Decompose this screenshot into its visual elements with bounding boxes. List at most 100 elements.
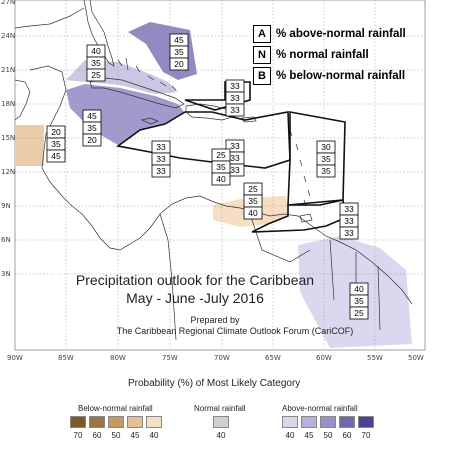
below-swatch bbox=[146, 416, 162, 428]
value-cell bbox=[86, 68, 106, 82]
outline-leeward bbox=[287, 111, 346, 206]
key-below: B % below-normal rainfall bbox=[253, 67, 405, 85]
value-box-windward-trinidad: 33 33 33 bbox=[339, 202, 359, 240]
value-box-guianas: 40 35 25 bbox=[349, 282, 369, 320]
below-swatch bbox=[108, 416, 124, 428]
value-cell bbox=[169, 57, 189, 71]
value-below: 33 bbox=[344, 228, 354, 238]
value-below: 25 bbox=[354, 308, 364, 318]
legend-above-label: Above-normal rainfall bbox=[282, 404, 358, 413]
axis-ticks: 27N 24N 21N 18N 15N 12N 9N 6N 3N 90W 85W 80W 75W 70W 6… bbox=[1, 0, 424, 362]
key-normal-text: % normal rainfall bbox=[276, 49, 369, 62]
value-above: 33 bbox=[230, 141, 240, 151]
lon-label: 50W bbox=[408, 354, 424, 362]
value-box-greater-antilles-central: 33 33 33 bbox=[225, 139, 245, 177]
value-above: 33 bbox=[156, 142, 166, 152]
value-normal: 35 bbox=[174, 47, 184, 57]
lon-label: 65W bbox=[265, 354, 281, 362]
value-normal: 35 bbox=[248, 196, 258, 206]
above-swatch-label: 70 bbox=[361, 431, 371, 440]
value-normal: 33 bbox=[344, 216, 354, 226]
below-swatch bbox=[127, 416, 143, 428]
lat-label: 9N bbox=[1, 202, 11, 210]
value-normal: 33 bbox=[230, 93, 240, 103]
value-above: 33 bbox=[230, 81, 240, 91]
value-above: 45 bbox=[174, 35, 184, 45]
lat-label: 15N bbox=[1, 134, 15, 142]
below-swatch bbox=[89, 416, 105, 428]
below-swatch-label: 70 bbox=[73, 431, 83, 440]
value-normal: 35 bbox=[51, 139, 61, 149]
value-box-abc-islands: 25 35 40 bbox=[243, 182, 263, 220]
value-below: 20 bbox=[87, 135, 97, 145]
lon-label: 55W bbox=[367, 354, 383, 362]
above-swatch-label: 40 bbox=[285, 431, 295, 440]
value-normal: 33 bbox=[230, 153, 240, 163]
value-box-belize-yucatan: 20 35 45 bbox=[46, 125, 66, 163]
value-box-caribbean-sea-west: 33 33 33 bbox=[151, 140, 171, 178]
value-box-leeward-islands: 30 35 35 bbox=[316, 140, 336, 178]
above-swatch bbox=[282, 416, 298, 428]
zone-belize-yucatan bbox=[15, 125, 44, 166]
value-cell bbox=[46, 149, 66, 163]
legend-normal-label: Normal rainfall bbox=[194, 404, 246, 413]
value-below: 40 bbox=[248, 208, 258, 218]
value-box-florida-bahamas-west: 40 35 25 bbox=[86, 44, 106, 82]
land-outlines bbox=[14, 0, 413, 341]
key-normal: N % normal rainfall bbox=[253, 46, 369, 64]
value-normal: 33 bbox=[156, 154, 166, 164]
value-normal: 35 bbox=[354, 296, 364, 306]
value-cell bbox=[349, 306, 369, 320]
key-above-text: % above-normal rainfall bbox=[276, 28, 406, 41]
above-swatch bbox=[301, 416, 317, 428]
normal-swatch-label: 40 bbox=[216, 431, 226, 440]
value-boxes: 4535204035254535202035453333333333333333… bbox=[46, 33, 369, 320]
value-below: 20 bbox=[174, 59, 184, 69]
key-below-text: % below-normal rainfall bbox=[276, 70, 406, 83]
value-box-cuba-jamaica: 45 35 20 bbox=[82, 109, 102, 147]
value-normal: 35 bbox=[91, 58, 101, 68]
key-above-letter: A bbox=[253, 25, 271, 43]
below-swatch bbox=[70, 416, 86, 428]
value-normal: 35 bbox=[216, 162, 226, 172]
value-below: 33 bbox=[156, 166, 166, 176]
outlook-title: Precipitation outlook for the Caribbean bbox=[75, 272, 315, 288]
lon-label: 80W bbox=[110, 354, 126, 362]
value-normal: 35 bbox=[321, 154, 331, 164]
lat-label: 18N bbox=[1, 100, 15, 108]
key-normal-letter: N bbox=[253, 46, 271, 64]
value-below: 40 bbox=[216, 174, 226, 184]
forum-name: The Caribbean Regional Climate Outlook F… bbox=[116, 326, 354, 336]
key-above: A % above-normal rainfall bbox=[253, 25, 406, 43]
value-above: 25 bbox=[248, 184, 258, 194]
value-below: 35 bbox=[321, 166, 331, 176]
below-swatch-label: 45 bbox=[130, 431, 140, 440]
value-cell bbox=[243, 206, 263, 220]
value-cell bbox=[339, 226, 359, 240]
below-swatch-label: 40 bbox=[149, 431, 159, 440]
value-box-bahamas-north: 45 35 20 bbox=[169, 33, 189, 71]
above-swatch bbox=[320, 416, 336, 428]
above-swatch-label: 60 bbox=[342, 431, 352, 440]
value-cell bbox=[225, 103, 245, 117]
lon-label: 70W bbox=[214, 354, 230, 362]
above-swatch-label: 45 bbox=[304, 431, 314, 440]
lon-label: 60W bbox=[316, 354, 332, 362]
below-swatch-label: 60 bbox=[92, 431, 102, 440]
normal-swatch bbox=[213, 416, 229, 428]
value-box-caribbean-sea-central: 25 35 40 bbox=[211, 148, 231, 186]
outline-turks-caicos bbox=[184, 81, 251, 111]
lat-label: 27N bbox=[1, 0, 15, 6]
lon-label: 75W bbox=[162, 354, 178, 362]
value-box-turks-caicos: 33 33 33 bbox=[225, 79, 245, 117]
value-cell bbox=[316, 164, 336, 178]
key-below-letter: B bbox=[253, 67, 271, 85]
value-above: 20 bbox=[51, 127, 61, 137]
lat-label: 12N bbox=[1, 168, 15, 176]
value-below: 25 bbox=[91, 70, 101, 80]
prepared-by: Prepared by bbox=[190, 315, 240, 325]
value-above: 25 bbox=[216, 150, 226, 160]
value-above: 45 bbox=[87, 111, 97, 121]
legend-below-label: Below-normal rainfall bbox=[78, 404, 153, 413]
value-above: 30 bbox=[321, 142, 331, 152]
